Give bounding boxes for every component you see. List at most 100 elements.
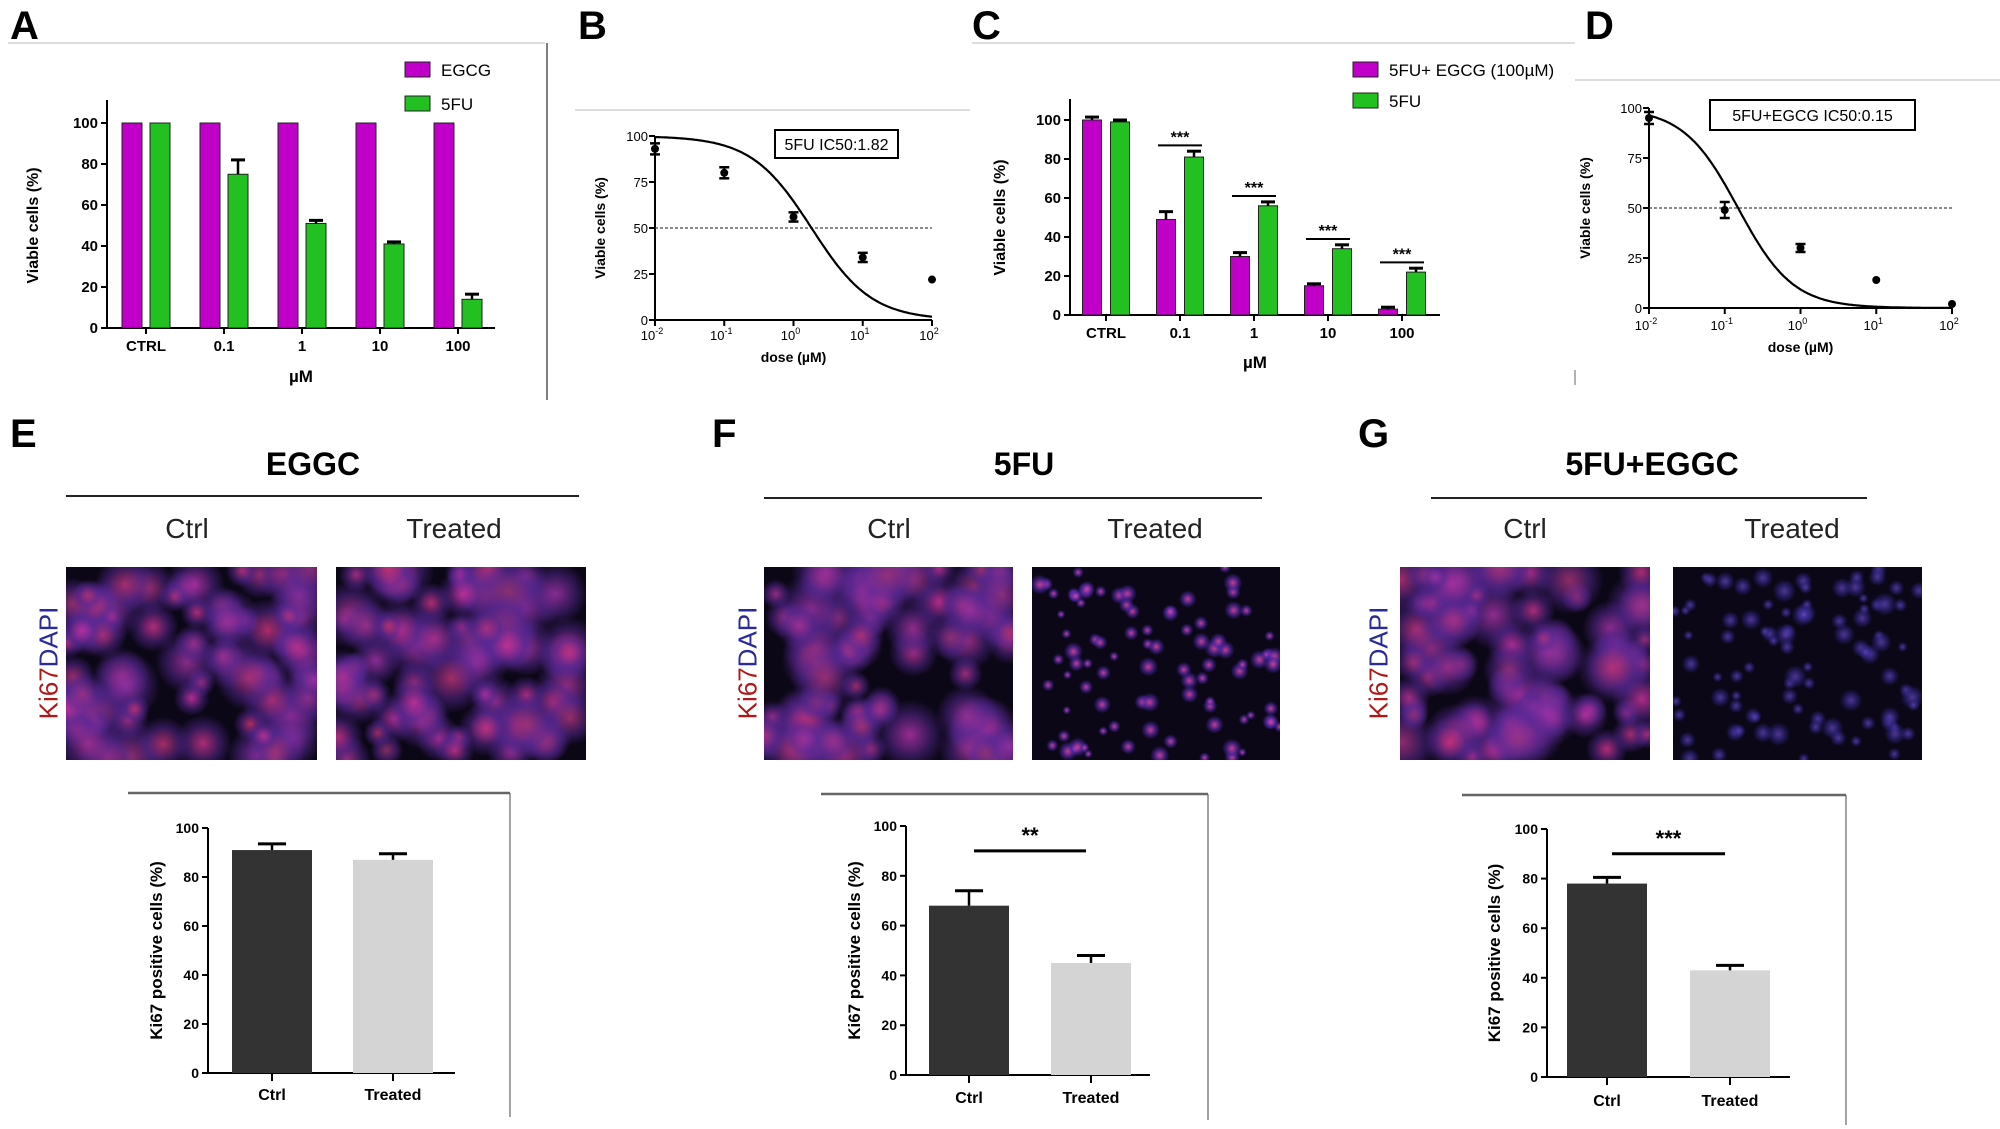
- chart-a-legend-swatch: [404, 61, 431, 78]
- chart-a-y-tick-label: 20: [81, 279, 98, 296]
- chart-d-annotation: 5FU+EGCG IC50:0.15: [1732, 108, 1893, 125]
- chart-a-legend-swatch: [404, 95, 431, 112]
- chart-c-legend-swatch: [1352, 61, 1379, 78]
- panel-e-divider: [66, 495, 579, 497]
- chart-b-fit-curve: [654, 135, 933, 318]
- chart-f-bar: [1051, 962, 1131, 1075]
- chart-f-x-tick-label: Treated: [1063, 1090, 1120, 1107]
- chart-c-significance-stars: ***: [1319, 223, 1338, 240]
- chart-g-x-tick-label: Treated: [1702, 1093, 1759, 1110]
- chart-b-y-tick-label: 75: [634, 175, 648, 190]
- chart-c-bar: [1230, 256, 1250, 316]
- chart-c-bar: [1110, 121, 1130, 316]
- chart-c-bar: [1156, 218, 1176, 316]
- chart-c-x-tick-label: CTRL: [1086, 325, 1126, 342]
- chart-d-data-point: [1872, 276, 1881, 284]
- chart-c-significance-stars: ***: [1171, 129, 1190, 146]
- chart-a-bar: [355, 122, 377, 329]
- panel-label-c: C: [972, 4, 1001, 48]
- chart-c-y-tick-label: 40: [1044, 229, 1061, 246]
- chart-e-y-label: Ki67 positive cells (%): [147, 861, 166, 1040]
- chart-d-x-tick-label: 102: [1939, 316, 1958, 333]
- panel-label-a: A: [10, 4, 39, 48]
- stain-ki67: Ki67: [33, 667, 64, 720]
- chart-a-bar: [383, 243, 405, 329]
- chart-d-y-label: Viable cells (%): [1577, 157, 1593, 259]
- panel-e-title: EGGC: [265, 446, 361, 482]
- chart-f-y-tick-label: 0: [889, 1067, 897, 1083]
- chart-b-data-point: [928, 275, 936, 284]
- chart-a-bar: [305, 222, 327, 329]
- chart-a-x-tick-label: 10: [372, 338, 389, 355]
- micrograph-e-ctrl: [66, 567, 317, 760]
- chart-a-bar: [277, 122, 299, 329]
- micrograph-f-treated: [1032, 567, 1280, 760]
- stain-label: Ki67DAPI: [1364, 607, 1395, 720]
- chart-c-x-tick-label: 10: [1320, 325, 1337, 342]
- chart-b-annotation-box: [774, 129, 899, 159]
- chart-g-y-tick-label: 100: [1515, 821, 1539, 837]
- chart-a-y-label: Viable cells (%): [25, 167, 42, 283]
- chart-g-bar: [1690, 970, 1770, 1077]
- chart-f-x-tick-label: Ctrl: [955, 1090, 983, 1107]
- micrograph-e-treated: [336, 567, 586, 760]
- chart-c-y-tick-label: 0: [1053, 307, 1061, 324]
- chart-a-y-tick-label: 60: [81, 197, 98, 214]
- chart-d-fit-curve: [1648, 114, 1952, 309]
- chart-a-x-tick-label: CTRL: [126, 338, 166, 355]
- panel-label-e: E: [10, 412, 37, 456]
- chart-a-bar: [433, 122, 455, 329]
- chart-f-y-label: Ki67 positive cells (%): [845, 861, 864, 1040]
- chart-a-x-label: µM: [289, 367, 313, 386]
- chart-f-significance-stars: **: [1021, 823, 1039, 848]
- chart-d-y-tick-label: 25: [1628, 251, 1642, 266]
- chart-e-y-tick-label: 40: [183, 967, 199, 983]
- chart-c-bar: [1304, 285, 1324, 316]
- chart-a-bar: [121, 122, 143, 329]
- micrograph-g-treated: [1673, 567, 1922, 760]
- chart-b-y-tick-label: 50: [634, 221, 648, 236]
- chart-a-y-tick-label: 40: [81, 238, 98, 255]
- chart-g-y-tick-label: 0: [1530, 1069, 1538, 1085]
- chart-a-x-tick-label: 100: [445, 338, 470, 355]
- chart-a-legend-label: EGCG: [441, 61, 491, 80]
- chart-g-x-tick-label: Ctrl: [1593, 1093, 1621, 1110]
- micrograph-g-ctrl: [1400, 567, 1650, 760]
- chart-e-y-tick-label: 100: [176, 820, 200, 836]
- chart-d-y-tick-label: 100: [1620, 101, 1642, 116]
- chart-e-bar: [232, 850, 312, 1073]
- chart-c-x-tick-label: 100: [1389, 325, 1414, 342]
- chart-c-x-label: µM: [1243, 353, 1267, 372]
- panel-label-f: F: [712, 412, 737, 456]
- chart-a-bar: [199, 122, 221, 329]
- chart-f-y-tick-label: 100: [874, 818, 898, 834]
- chart-c-bar: [1406, 271, 1426, 316]
- micrograph-f-ctrl: [764, 567, 1013, 760]
- stain-label: Ki67DAPI: [733, 607, 764, 720]
- chart-e-y-tick-label: 80: [183, 869, 199, 885]
- chart-f-y-tick-label: 40: [881, 967, 897, 983]
- chart-a-bar: [461, 298, 483, 329]
- stain-dapi: DAPI: [33, 606, 64, 668]
- chart-f-bar: [929, 905, 1009, 1075]
- chart-b-x-tick-label: 10-2: [641, 326, 663, 343]
- chart-b-annotation: 5FU IC50:1.82: [784, 137, 888, 154]
- chart-c-bar: [1184, 156, 1204, 316]
- panel-g-ctrl-label: Ctrl: [1503, 513, 1547, 544]
- chart-d-y-tick-label: 0: [1635, 301, 1642, 316]
- chart-a-legend-label: 5FU: [441, 95, 473, 114]
- chart-f-y-tick-label: 80: [881, 868, 897, 884]
- chart-c-significance-stars: ***: [1393, 246, 1412, 263]
- chart-c-y-tick-label: 20: [1044, 268, 1061, 285]
- chart-c-y-tick-label: 60: [1044, 190, 1061, 207]
- chart-c-significance-stars: ***: [1245, 180, 1264, 197]
- chart-g-y-tick-label: 40: [1522, 970, 1538, 986]
- chart-b-y-tick-label: 0: [641, 313, 648, 328]
- chart-a-bar: [149, 122, 171, 329]
- chart-b-y-label: Viable cells (%): [592, 177, 608, 279]
- panel-e-treated-label: Treated: [406, 513, 502, 544]
- chart-b-y-tick-label: 100: [626, 129, 648, 144]
- chart-a-x-tick-label: 0.1: [214, 338, 235, 355]
- panel-g-divider: [1431, 497, 1867, 499]
- chart-d-x-label: dose (µM): [1768, 339, 1834, 355]
